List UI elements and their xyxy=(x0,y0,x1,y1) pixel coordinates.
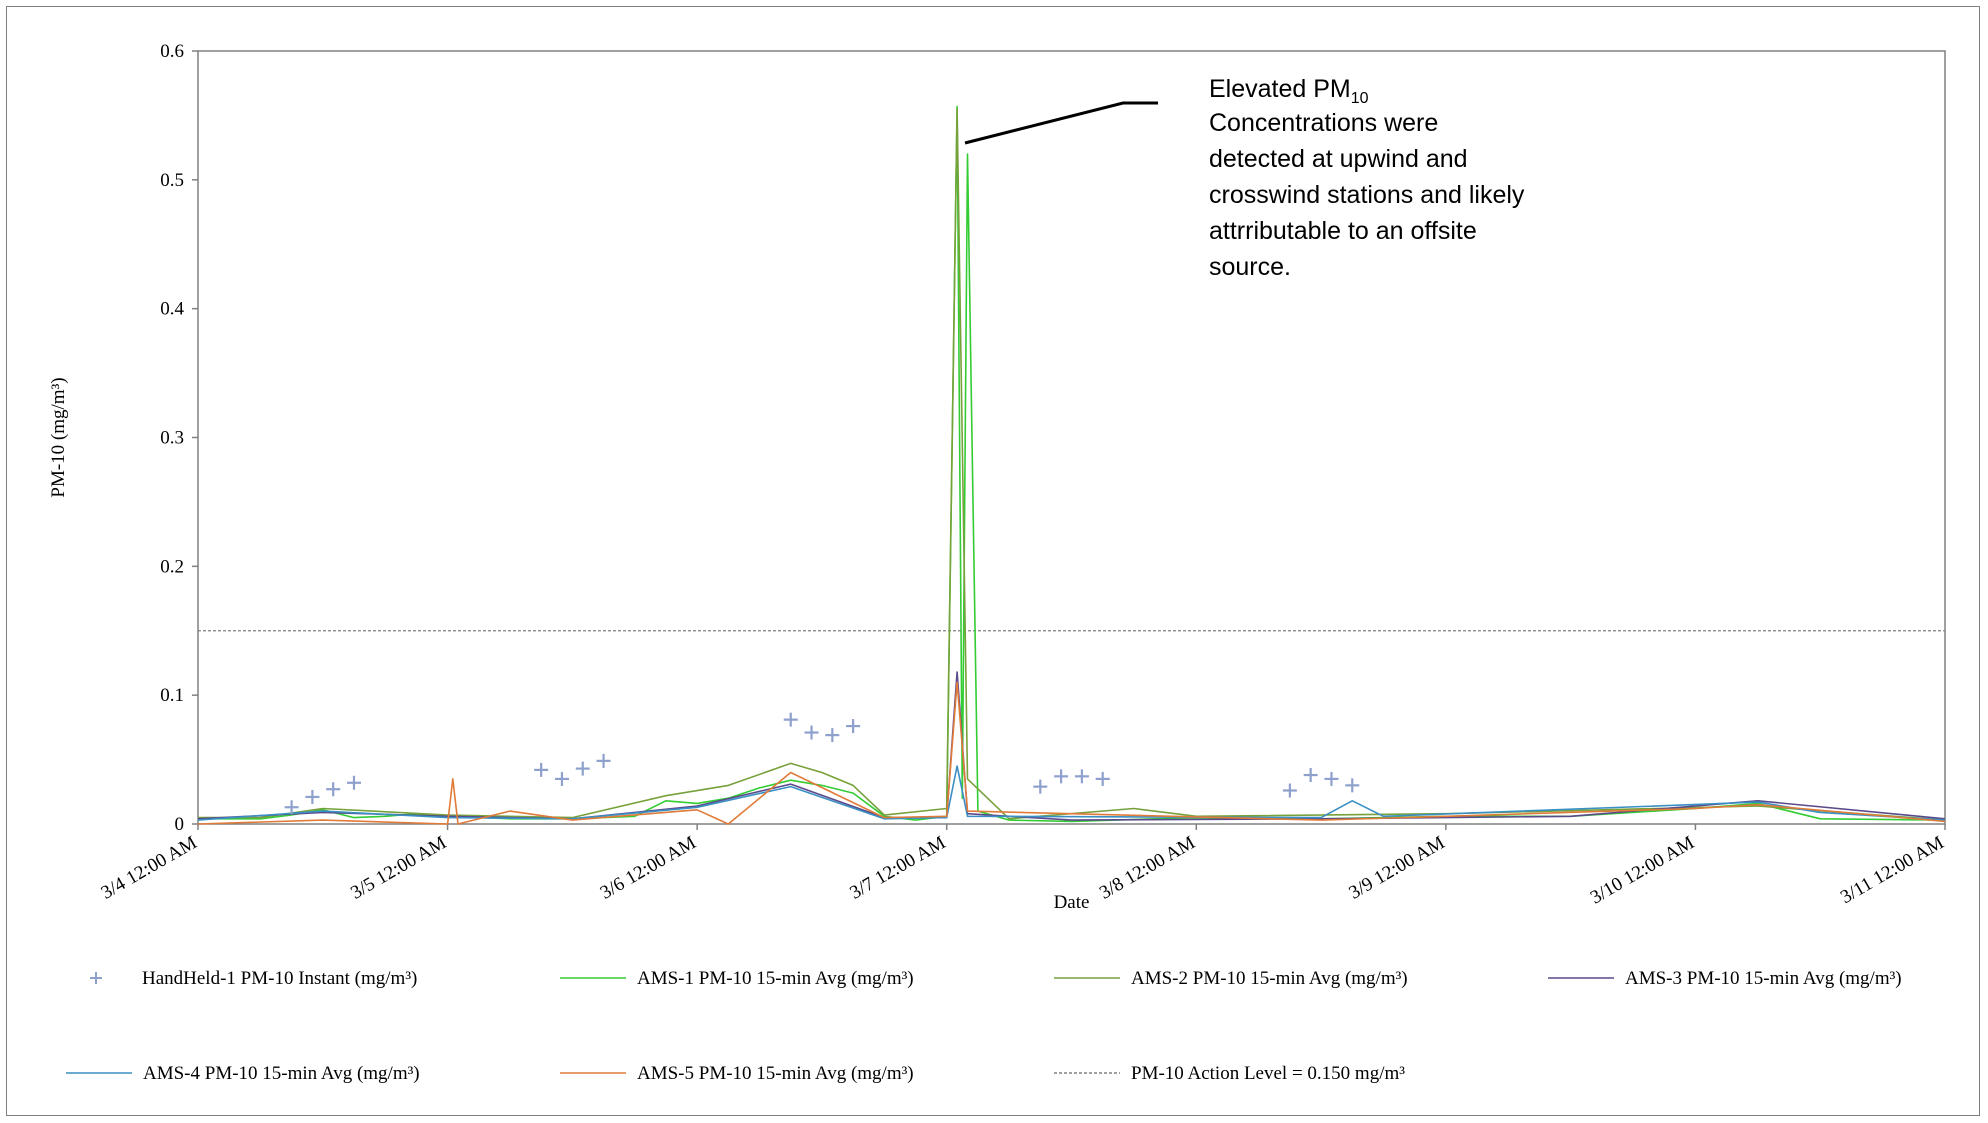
x-tick-label: 3/4 12:00 AM xyxy=(98,832,201,904)
handheld-point xyxy=(1345,778,1360,793)
handheld-point xyxy=(575,761,590,776)
series-layer xyxy=(197,105,1946,825)
legend-label: HandHeld-1 PM-10 Instant (mg/m³) xyxy=(142,968,417,989)
handheld-point xyxy=(1303,768,1318,783)
handheld-point xyxy=(596,753,611,768)
plot-area xyxy=(197,50,1946,825)
chart-frame xyxy=(6,6,1980,1116)
x-tick-label: 3/9 12:00 AM xyxy=(1346,832,1449,904)
series-line-ams-5 xyxy=(197,681,1946,825)
handheld-point xyxy=(1054,769,1069,784)
legend: HandHeld-1 PM-10 Instant (mg/m³) AMS-1 PM… xyxy=(66,968,1902,1084)
legend-item-handheld: HandHeld-1 PM-10 Instant (mg/m³) xyxy=(90,968,417,989)
handheld-markers xyxy=(284,712,1360,815)
handheld-point xyxy=(804,725,819,740)
legend-label: AMS-1 PM-10 15-min Avg (mg/m³) xyxy=(637,968,914,989)
annotation-line-3: detected at upwind and xyxy=(1209,145,1468,173)
y-axis-ticks: 0 0.1 0.2 0.3 0.4 0.5 0.6 xyxy=(160,41,198,835)
legend-label: AMS-3 PM-10 15-min Avg (mg/m³) xyxy=(1625,968,1902,989)
y-tick-label: 0.2 xyxy=(160,556,184,577)
y-axis-title: PM-10 (mg/m³) xyxy=(48,377,69,497)
y-tick-label: 0.5 xyxy=(160,170,184,191)
handheld-point xyxy=(346,775,361,790)
legend-label: AMS-5 PM-10 15-min Avg (mg/m³) xyxy=(637,1063,914,1084)
annotation-line-1: Elevated PM10 xyxy=(1209,75,1369,107)
handheld-point xyxy=(1074,769,1089,784)
x-tick-label: 3/6 12:00 AM xyxy=(597,832,700,904)
x-tick-label: 3/11 12:00 AM xyxy=(1837,832,1948,908)
x-axis-ticks: 3/4 12:00 AM 3/5 12:00 AM 3/6 12:00 AM 3/7 … xyxy=(98,824,1948,908)
handheld-point xyxy=(783,712,798,727)
series-line-ams-2 xyxy=(198,108,1946,821)
legend-item-ams-4: AMS-4 PM-10 15-min Avg (mg/m³) xyxy=(66,1063,420,1084)
handheld-point xyxy=(1095,771,1110,786)
legend-item-ams-2: AMS-2 PM-10 15-min Avg (mg/m³) xyxy=(1054,968,1408,989)
handheld-point xyxy=(825,728,840,743)
x-tick-label: 3/8 12:00 AM xyxy=(1096,832,1199,904)
handheld-point xyxy=(326,782,341,797)
y-tick-label: 0.6 xyxy=(160,41,184,62)
handheld-point xyxy=(305,789,320,804)
series-line-ams-4 xyxy=(197,765,1946,821)
x-tick-label: 3/10 12:00 AM xyxy=(1587,832,1698,908)
legend-item-action-level: PM-10 Action Level = 0.150 mg/m³ xyxy=(1054,1063,1405,1084)
annotation: Elevated PM10 Concentrations were detecte… xyxy=(964,75,1525,281)
handheld-point xyxy=(554,771,569,786)
annotation-callout-line xyxy=(964,101,1158,145)
annotation-line-6: source. xyxy=(1209,253,1291,281)
legend-label: PM-10 Action Level = 0.150 mg/m³ xyxy=(1131,1063,1405,1084)
legend-item-ams-1: AMS-1 PM-10 15-min Avg (mg/m³) xyxy=(560,968,914,989)
handheld-point xyxy=(1324,771,1339,786)
legend-label: AMS-2 PM-10 15-min Avg (mg/m³) xyxy=(1131,968,1408,989)
y-tick-label: 0.3 xyxy=(160,428,184,449)
annotation-line-5: attrributable to an offsite xyxy=(1209,217,1477,245)
y-tick-label: 0.1 xyxy=(160,685,184,706)
legend-item-ams-5: AMS-5 PM-10 15-min Avg (mg/m³) xyxy=(560,1063,914,1084)
handheld-point xyxy=(534,762,549,777)
handheld-point xyxy=(1282,783,1297,798)
annotation-line-4: crosswind stations and likely xyxy=(1209,181,1525,209)
legend-item-ams-3: AMS-3 PM-10 15-min Avg (mg/m³) xyxy=(1548,968,1902,989)
handheld-point xyxy=(1033,779,1048,794)
x-axis-title: Date xyxy=(1054,892,1090,913)
annotation-line-2: Concentrations were xyxy=(1209,109,1438,137)
x-tick-label: 3/5 12:00 AM xyxy=(347,832,450,904)
legend-label: AMS-4 PM-10 15-min Avg (mg/m³) xyxy=(143,1063,420,1084)
y-tick-label: 0.4 xyxy=(160,299,184,320)
x-tick-label: 3/7 12:00 AM xyxy=(846,832,949,904)
handheld-point xyxy=(846,719,861,734)
handheld-point xyxy=(284,800,299,815)
y-tick-label: 0 xyxy=(175,814,185,835)
